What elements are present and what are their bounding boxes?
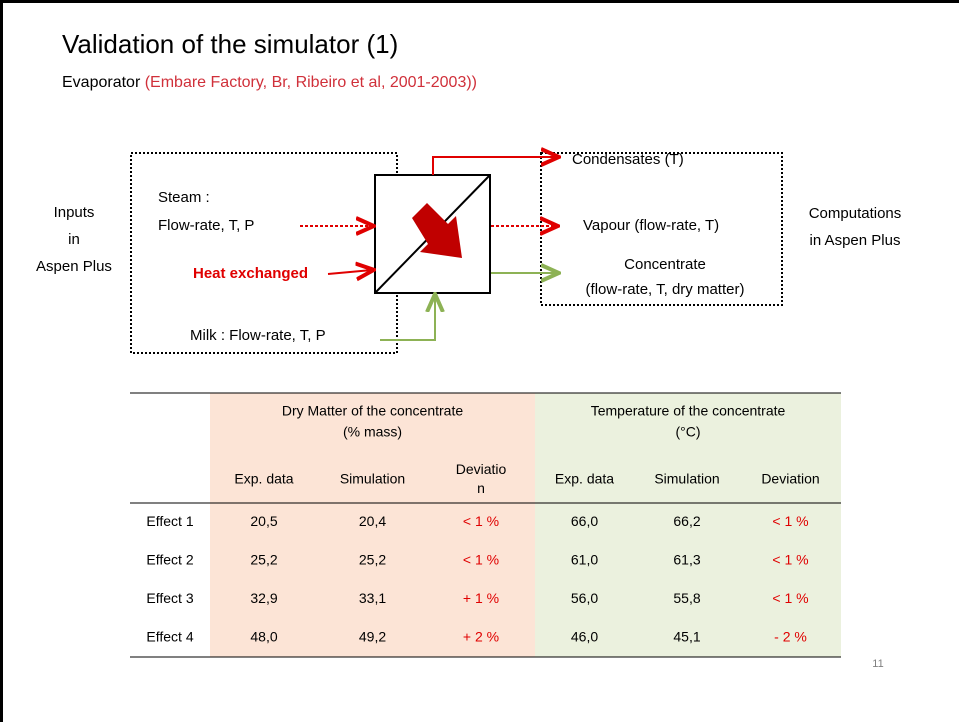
cell: 61,0 — [571, 551, 598, 567]
outputs-label: Computations — [809, 205, 902, 222]
steam-label: Flow-rate, T, P — [158, 217, 254, 234]
column-header: Exp. data — [555, 471, 614, 487]
cell: 66,2 — [673, 513, 700, 529]
cell: 56,0 — [571, 590, 598, 606]
title: Validation of the simulator (1) — [62, 29, 398, 59]
concentrate-label: (flow-rate, T, dry matter) — [586, 281, 745, 298]
group-background — [535, 393, 841, 657]
column-header: Deviatio — [456, 461, 507, 477]
cell: < 1 % — [772, 551, 808, 567]
cell: + 2 % — [463, 628, 499, 644]
row-label: Effect 2 — [146, 551, 193, 567]
milk-arrow — [380, 296, 435, 341]
group-header: (°C) — [675, 424, 700, 440]
concentrate-label: Concentrate — [624, 256, 706, 273]
inputs-label: Inputs — [54, 204, 95, 221]
group-header: (% mass) — [343, 424, 402, 440]
cell: 45,1 — [673, 628, 700, 644]
cell: 25,2 — [250, 551, 277, 567]
cell: 61,3 — [673, 551, 700, 567]
group-background — [210, 393, 535, 657]
page-number: 11 — [872, 658, 883, 670]
diagram: Inputs in Aspen Plus Steam : Flow-rate, … — [36, 151, 902, 354]
outputs-label: in Aspen Plus — [810, 232, 901, 249]
group-header: Dry Matter of the concentrate — [282, 403, 464, 419]
cell: + 1 % — [463, 590, 499, 606]
condensates-label: Condensates (T) — [572, 151, 684, 168]
steam-label: Steam : — [158, 189, 210, 206]
heat-arrow-in — [327, 270, 372, 274]
group-header: Temperature of the concentrate — [591, 403, 786, 419]
condensate-arrow — [432, 157, 557, 175]
heat-arrow — [412, 203, 462, 258]
cell: 25,2 — [359, 551, 386, 567]
column-header: Exp. data — [234, 471, 293, 487]
cell: 66,0 — [571, 513, 598, 529]
cell: < 1 % — [463, 513, 499, 529]
table: Dry Matter of the concentrate (% mass) Exp… — [130, 392, 841, 658]
column-header: Deviation — [761, 471, 819, 487]
cell: 20,5 — [250, 513, 277, 529]
cell: - 2 % — [774, 628, 807, 644]
row-label: Effect 3 — [146, 590, 193, 606]
cell: 49,2 — [359, 628, 386, 644]
cell: 20,4 — [359, 513, 386, 529]
cell: < 1 % — [772, 590, 808, 606]
cell: 33,1 — [359, 590, 386, 606]
column-header: Simulation — [340, 471, 405, 487]
cell: < 1 % — [463, 551, 499, 567]
milk-label: Milk : Flow-rate, T, P — [190, 327, 326, 344]
cell: 48,0 — [250, 628, 277, 644]
cell: 32,9 — [250, 590, 277, 606]
inputs-label: Aspen Plus — [36, 258, 112, 275]
subtitle: Evaporator (Embare Factory, Br, Ribeiro … — [62, 74, 477, 91]
column-header: n — [477, 480, 485, 496]
cell: 55,8 — [673, 590, 700, 606]
cell: 46,0 — [571, 628, 598, 644]
column-header: Simulation — [654, 471, 719, 487]
cell: < 1 % — [772, 513, 808, 529]
row-label: Effect 1 — [146, 513, 193, 529]
heat-label: Heat exchanged — [193, 265, 308, 282]
vapour-label: Vapour (flow-rate, T) — [583, 217, 719, 234]
row-label: Effect 4 — [146, 628, 193, 644]
inputs-label: in — [68, 231, 80, 248]
